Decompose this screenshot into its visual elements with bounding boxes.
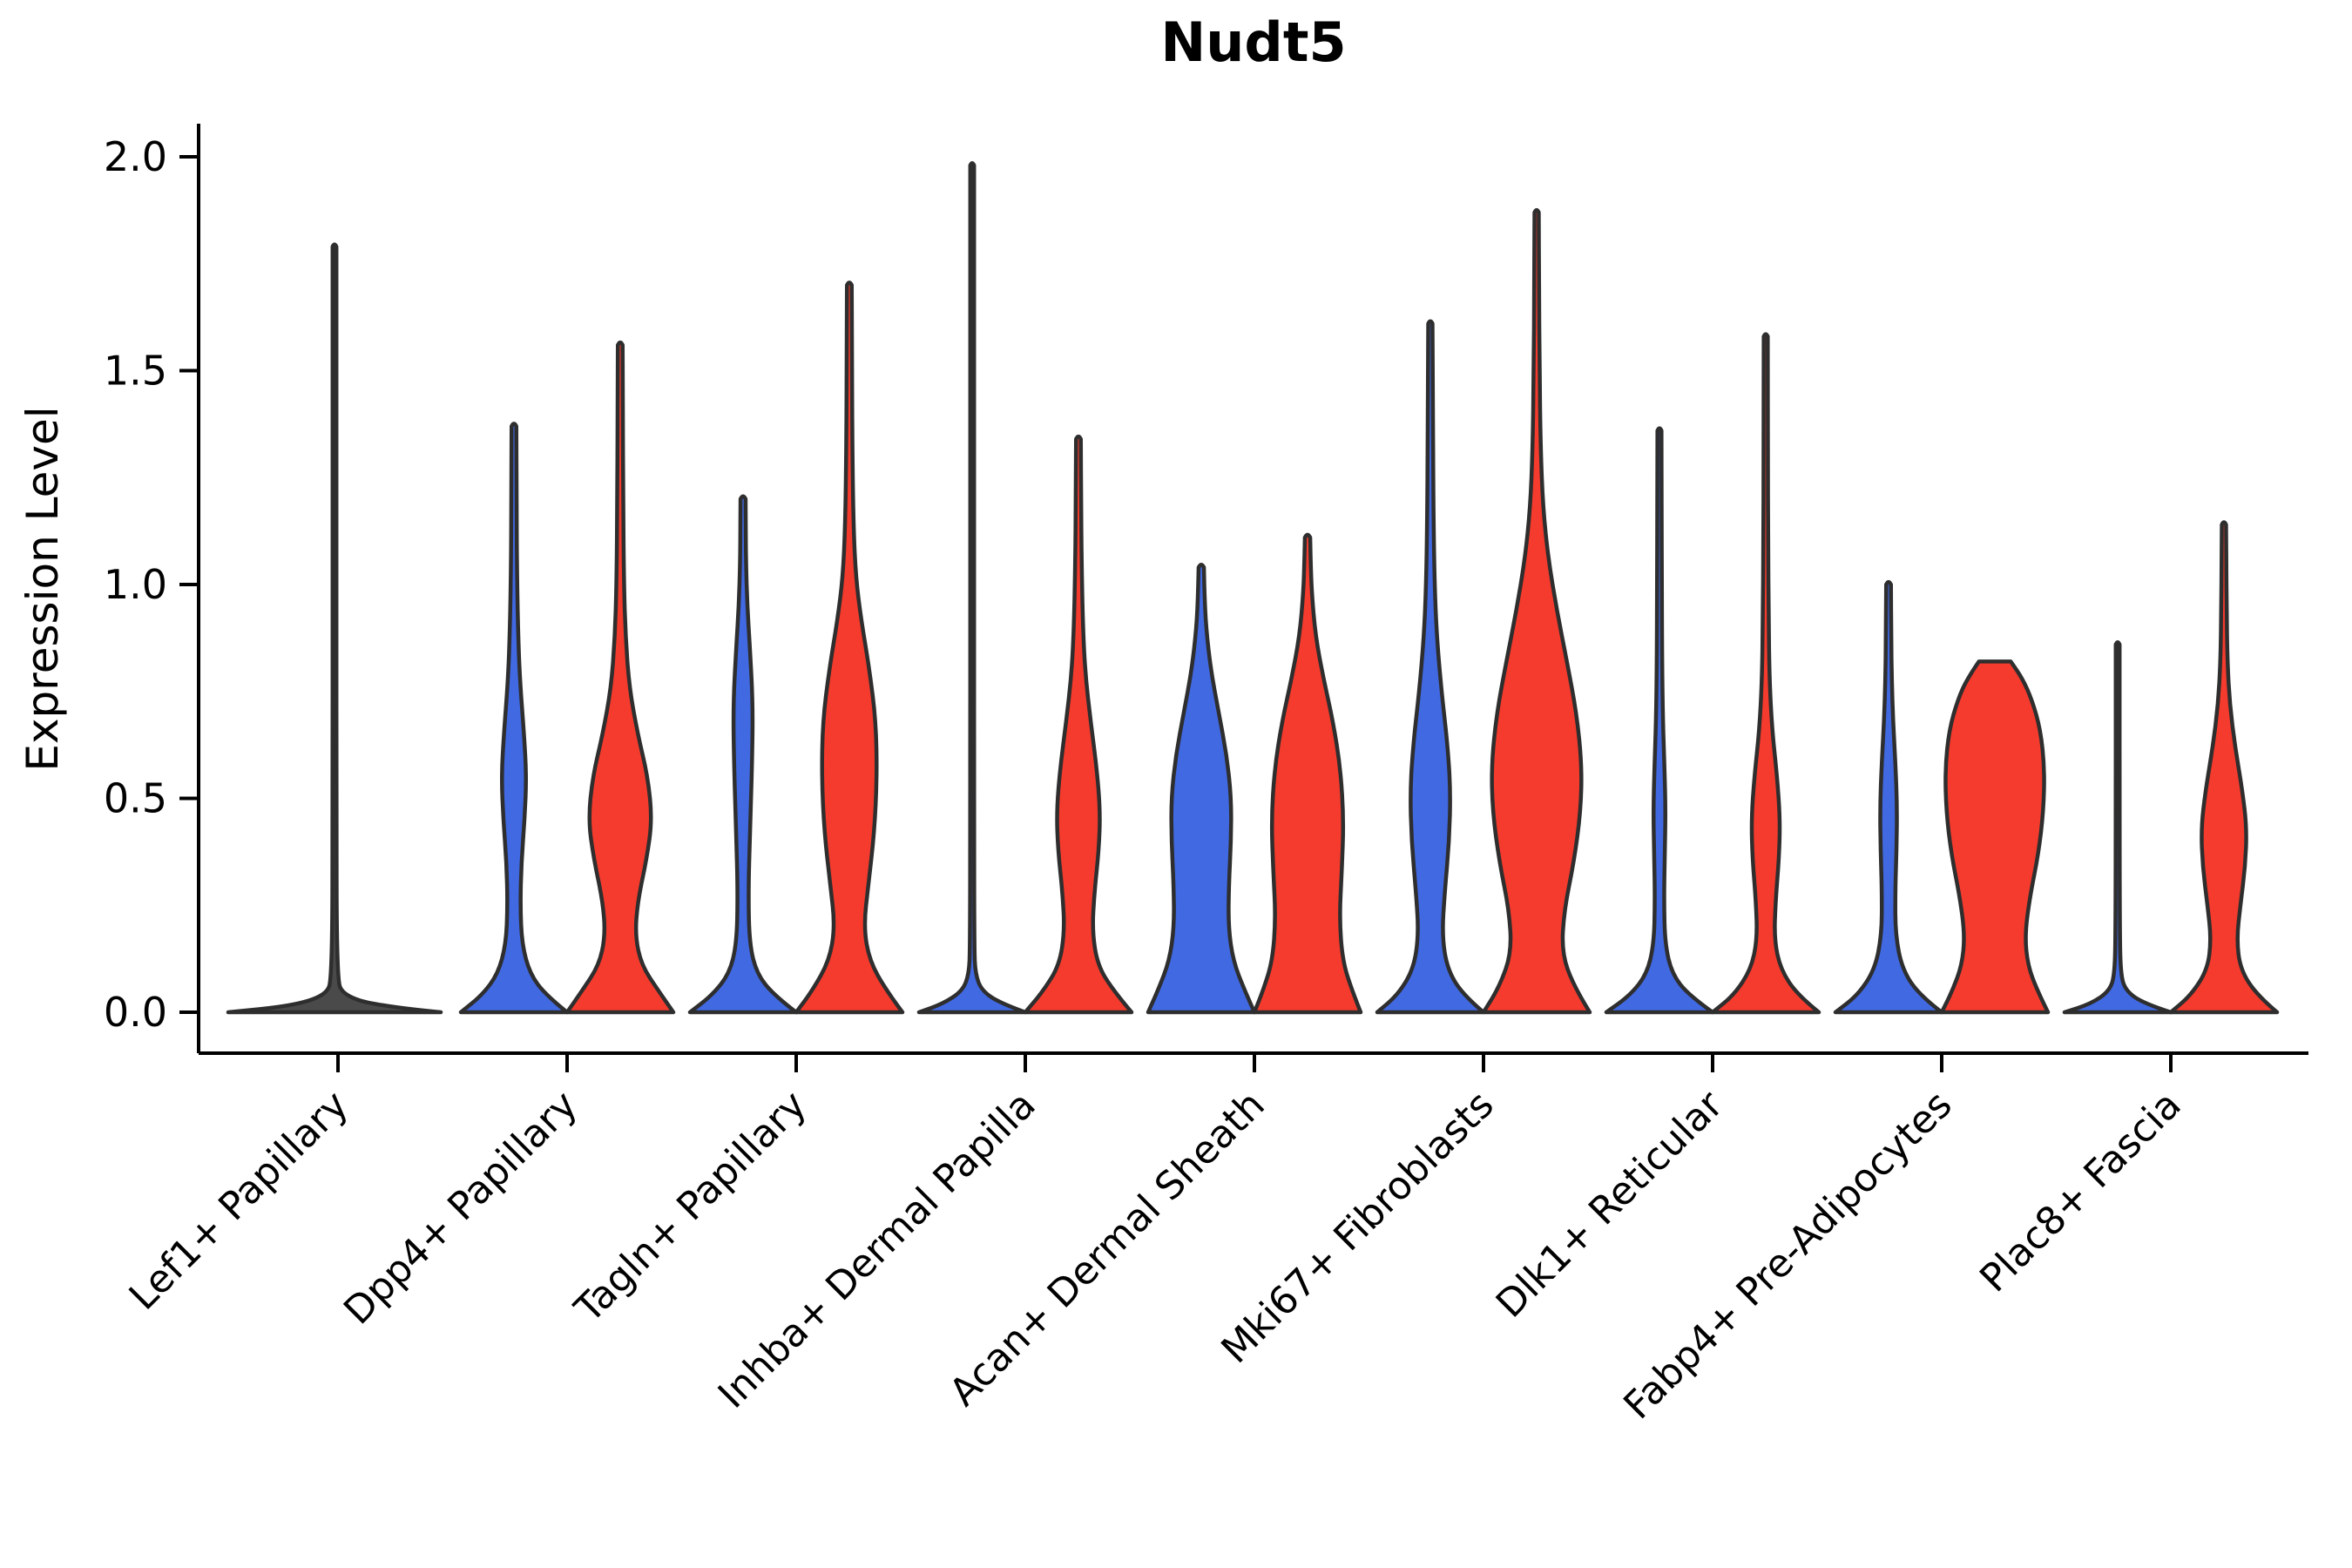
violin-fabp4-right-red	[1939, 659, 2051, 1015]
violin-plac8-left-blue	[2062, 640, 2173, 1015]
violin-tagln-right-red	[794, 280, 905, 1015]
violin-inhba-left-blue	[916, 161, 1028, 1015]
violin-fabp4-left-blue	[1833, 579, 1944, 1015]
y-tick-label: 1.0	[104, 561, 167, 608]
y-tick-label: 0.5	[104, 775, 167, 822]
y-tick-label: 0.0	[104, 989, 167, 1036]
x-tick-label-9: Plac8+ Fascia	[1971, 1083, 2190, 1301]
violin-acan-right-red	[1252, 532, 1363, 1015]
violin-mki67-left-blue	[1375, 319, 1486, 1015]
violin-plac8-right-red	[2168, 520, 2280, 1015]
axes-layer	[179, 124, 2308, 1072]
violin-dlk1-left-blue	[1604, 426, 1715, 1015]
y-tick-label: 2.0	[104, 133, 167, 180]
chart-title: Nudt5	[1160, 10, 1346, 74]
violin-acan-left-blue	[1146, 563, 1257, 1015]
x-tick-label-1: Lef1+ Papillary	[121, 1083, 357, 1319]
violin-tagln-left-blue	[687, 494, 799, 1015]
violin-dpp4-left-blue	[458, 422, 570, 1015]
y-axis-label: Expression Level	[17, 406, 68, 771]
x-tick-label-3: Tagln+ Papillary	[566, 1083, 815, 1332]
violin-inhba-right-red	[1023, 434, 1134, 1015]
y-tick-label: 1.5	[104, 348, 167, 395]
violin-dpp4-right-red	[564, 340, 676, 1015]
violin-dlk1-right-red	[1710, 332, 1821, 1015]
x-tick-label-7: Dlk1+ Reticular	[1488, 1082, 1733, 1327]
x-tick-label-2: Dpp4+ Papillary	[335, 1083, 586, 1334]
violin-layer	[226, 161, 2280, 1015]
violin-lef1-center-dark	[226, 242, 443, 1015]
violin-mki67-right-red	[1481, 207, 1592, 1015]
